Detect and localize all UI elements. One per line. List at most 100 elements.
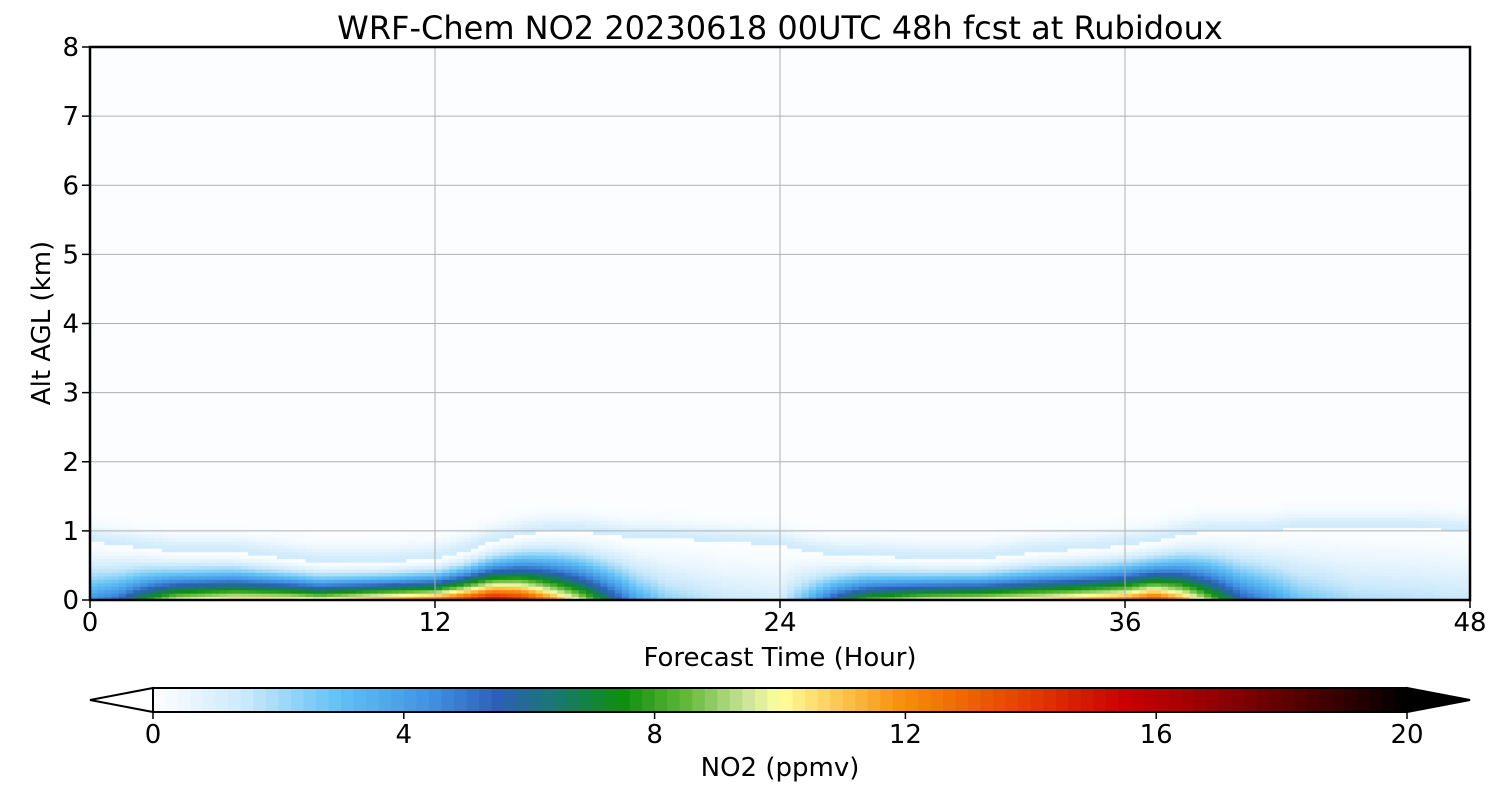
heatmap-cell (966, 575, 975, 580)
heatmap-cell (765, 555, 774, 560)
heatmap-cell (729, 541, 738, 546)
heatmap-cell (1024, 506, 1033, 511)
heatmap-cell (521, 534, 530, 539)
heatmap-cell (909, 489, 918, 494)
heatmap-cell (801, 489, 810, 494)
heatmap-cell (722, 572, 731, 577)
heatmap-cell (183, 510, 192, 515)
heatmap-cell (485, 579, 494, 584)
heatmap-cell (1081, 555, 1090, 560)
heatmap-cell (887, 475, 896, 480)
heatmap-cell (765, 548, 774, 553)
heatmap-cell (240, 499, 249, 504)
heatmap-cell (205, 496, 213, 501)
heatmap-cell (736, 561, 745, 567)
heatmap-cell (585, 582, 594, 587)
heatmap-cell (169, 555, 177, 560)
heatmap-cell (686, 586, 695, 591)
heatmap-cell (255, 589, 264, 594)
heatmap-cell (183, 506, 192, 511)
heatmap-cell (90, 510, 98, 515)
heatmap-cell (700, 482, 709, 487)
heatmap-cell (621, 586, 630, 591)
heatmap-cell (334, 530, 343, 535)
heatmap-cell (715, 489, 724, 494)
heatmap-cell (176, 499, 185, 504)
heatmap-cell (614, 593, 623, 598)
heatmap-cell (629, 593, 637, 598)
heatmap-cell (715, 530, 724, 535)
heatmap-cell (456, 475, 465, 480)
heatmap-cell (420, 489, 429, 494)
heatmap-cell (751, 527, 760, 532)
heatmap-cell (406, 513, 415, 518)
heatmap-cell (736, 589, 745, 594)
heatmap-cell (959, 565, 968, 570)
heatmap-cell (478, 499, 486, 504)
heatmap-cell (629, 520, 637, 525)
heatmap-cell (700, 555, 709, 560)
heatmap-cell (341, 492, 350, 497)
heatmap-cell (183, 499, 192, 504)
heatmap-cell (643, 517, 652, 522)
heatmap-cell (169, 492, 177, 497)
heatmap-cell (787, 582, 795, 587)
heatmap-cell (190, 544, 199, 549)
heatmap-cell (550, 503, 558, 508)
heatmap-cell (183, 561, 192, 567)
heatmap-cell (478, 475, 486, 480)
heatmap-cell (391, 586, 400, 591)
heatmap-cell (729, 534, 738, 539)
heatmap-cell (1038, 485, 1047, 490)
heatmap-cell (427, 565, 436, 570)
heatmap-cell (981, 589, 990, 594)
heatmap-cell (255, 551, 264, 556)
heatmap-cell (1053, 593, 1061, 598)
heatmap-cell (449, 561, 458, 567)
heatmap-cell (104, 527, 113, 532)
heatmap-cell (233, 510, 242, 515)
heatmap-cell (974, 586, 982, 591)
heatmap-cell (140, 541, 149, 546)
heatmap-cell (147, 544, 156, 549)
heatmap-cell (435, 530, 443, 535)
heatmap-cell (269, 492, 278, 497)
heatmap-cell (499, 565, 508, 570)
heatmap-cell (348, 579, 357, 584)
heatmap-cell (621, 489, 630, 494)
heatmap-cell (470, 537, 479, 542)
heatmap-cell (851, 548, 860, 553)
heatmap-cell (492, 527, 501, 532)
heatmap-cell (952, 479, 961, 484)
heatmap-cell (1002, 551, 1011, 556)
heatmap-cell (859, 503, 867, 508)
heatmap-cell (276, 534, 285, 539)
heatmap-cell (363, 582, 371, 587)
heatmap-cell (1017, 520, 1025, 525)
heatmap-cell (808, 489, 817, 494)
heatmap-cell (643, 492, 652, 497)
heatmap-cell (794, 506, 803, 511)
heatmap-cell (370, 492, 379, 497)
heatmap-cell (981, 561, 990, 567)
heatmap-cell (506, 496, 515, 501)
heatmap-cell (772, 593, 781, 598)
heatmap-cell (700, 534, 709, 539)
heatmap-cell (1060, 582, 1069, 587)
heatmap-cell (226, 510, 235, 515)
heatmap-cell (499, 523, 508, 529)
heatmap-cell (621, 482, 630, 487)
heatmap-cell (614, 561, 623, 567)
heatmap-cell (420, 572, 429, 577)
heatmap-cell (420, 534, 429, 539)
heatmap-cell (880, 517, 889, 522)
heatmap-cell (355, 541, 364, 546)
heatmap-cell (276, 541, 285, 546)
heatmap-cell (866, 475, 875, 480)
heatmap-cell (320, 503, 328, 508)
heatmap-cell (528, 596, 537, 601)
heatmap-cell (1074, 586, 1083, 591)
heatmap-cell (169, 530, 177, 535)
heatmap-cell (600, 499, 609, 504)
heatmap-cell (916, 579, 925, 584)
